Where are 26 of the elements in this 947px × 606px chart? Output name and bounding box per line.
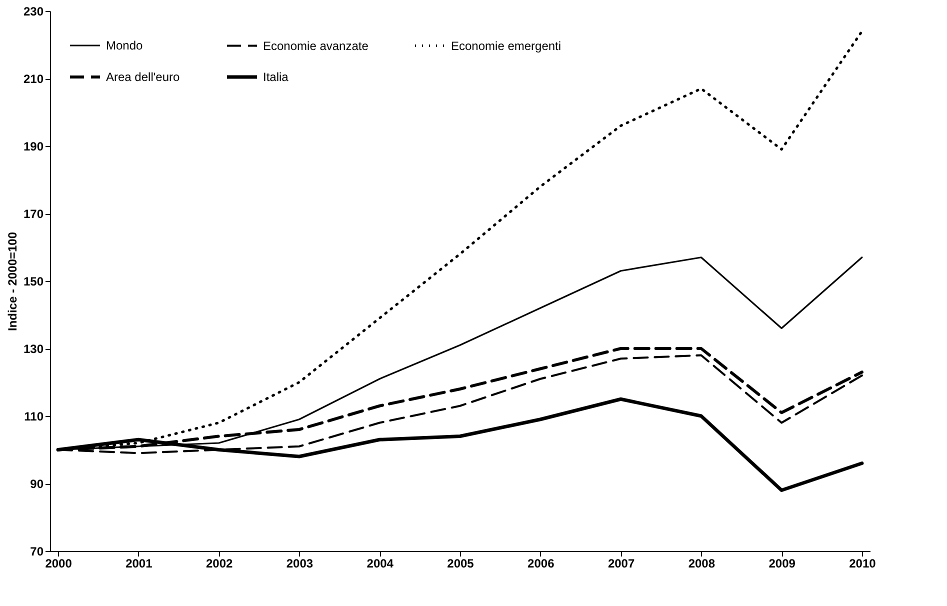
legend-label: Economie avanzate xyxy=(263,38,369,53)
x-tick-label: 2006 xyxy=(528,556,555,570)
x-tick-label: 2009 xyxy=(768,556,796,570)
x-tick-label: 2001 xyxy=(126,556,153,570)
x-tick-label: 2010 xyxy=(849,556,876,570)
x-tick-label: 2004 xyxy=(366,556,394,570)
x-tick-label: 2007 xyxy=(608,556,635,570)
legend-label: Area dell'euro xyxy=(106,70,180,84)
y-tick-label: 210 xyxy=(23,72,44,86)
x-tick-label: 2008 xyxy=(688,556,716,570)
y-tick-label: 110 xyxy=(24,410,44,424)
x-tick-label: 2000 xyxy=(45,556,72,570)
y-tick-label: 170 xyxy=(23,207,44,221)
legend-label: Economie emergenti xyxy=(451,38,562,53)
legend-label: Mondo xyxy=(106,38,144,52)
y-axis-title: Indice - 2000=100 xyxy=(5,232,20,332)
x-tick-label: 2005 xyxy=(447,556,474,570)
x-tick-label: 2003 xyxy=(286,556,314,570)
legend-label: Italia xyxy=(263,70,289,84)
x-tick-label: 2002 xyxy=(206,556,233,570)
y-tick-label: 70 xyxy=(30,544,44,558)
y-tick-label: 190 xyxy=(23,140,44,154)
y-tick-label: 230 xyxy=(23,4,44,18)
y-tick-label: 90 xyxy=(30,477,44,491)
y-tick-label: 150 xyxy=(23,274,44,288)
y-tick-label: 130 xyxy=(23,342,44,356)
